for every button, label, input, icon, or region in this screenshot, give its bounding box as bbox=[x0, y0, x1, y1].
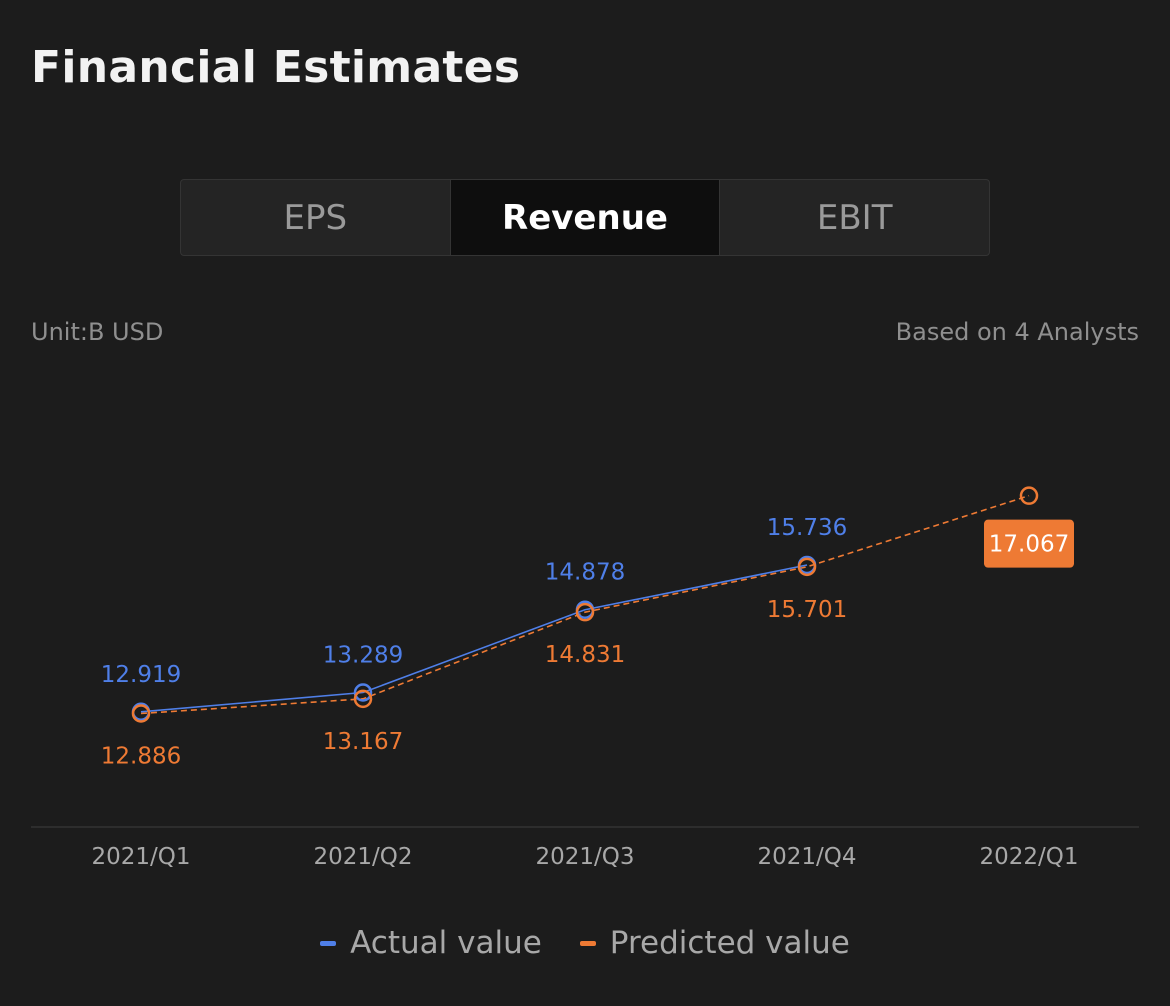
actual-data-label: 15.736 bbox=[767, 515, 847, 541]
predicted-point bbox=[797, 557, 817, 577]
legend-swatch-actual bbox=[320, 940, 337, 946]
legend-item-predicted[interactable]: Predicted value bbox=[579, 925, 850, 961]
predicted-data-label: 13.167 bbox=[323, 729, 403, 755]
legend-label-predicted: Predicted value bbox=[609, 925, 850, 961]
page-title: Financial Estimates bbox=[31, 42, 521, 93]
predicted-data-label: 12.886 bbox=[101, 744, 181, 770]
legend-item-actual[interactable]: Actual value bbox=[320, 925, 542, 961]
tab-eps[interactable]: EPS bbox=[181, 180, 451, 255]
legend-swatch-predicted bbox=[579, 940, 596, 946]
actual-point bbox=[353, 683, 373, 702]
predicted-point bbox=[353, 689, 373, 709]
predicted-series-line bbox=[140, 494, 1030, 715]
unit-label: Unit:B USD bbox=[31, 318, 164, 346]
actual-data-label: 13.289 bbox=[323, 643, 403, 669]
predicted-point bbox=[131, 704, 151, 723]
legend-label-actual: Actual value bbox=[350, 925, 542, 961]
predicted-data-label: 17.067 bbox=[989, 532, 1069, 558]
x-tick-label: 2021/Q3 bbox=[535, 844, 634, 870]
actual-series-line bbox=[140, 564, 808, 713]
x-tick-label: 2021/Q4 bbox=[757, 844, 856, 870]
actual-data-label: 14.878 bbox=[545, 560, 625, 586]
predicted-data-label: 14.831 bbox=[545, 642, 625, 668]
predicted-point bbox=[575, 602, 595, 622]
chart-legend: Actual value Predicted value bbox=[0, 925, 1170, 961]
x-tick-label: 2022/Q1 bbox=[979, 844, 1078, 870]
actual-data-label: 12.919 bbox=[101, 662, 181, 688]
tab-revenue[interactable]: Revenue bbox=[450, 180, 721, 255]
analysts-count-label: Based on 4 Analysts bbox=[895, 318, 1139, 346]
x-tick-label: 2021/Q2 bbox=[313, 844, 412, 870]
highlighted-value-badge bbox=[984, 519, 1074, 568]
tab-ebit[interactable]: EBIT bbox=[816, 197, 893, 238]
metric-tabs: EPS Revenue EBIT bbox=[180, 179, 990, 256]
x-tick-label: 2021/Q1 bbox=[91, 844, 190, 870]
predicted-data-label: 15.701 bbox=[767, 597, 847, 623]
revenue-line-chart: 2021/Q1 2021/Q2 2021/Q3 2021/Q4 2022/Q1 12.91… bbox=[31, 486, 1139, 870]
predicted-point bbox=[1019, 486, 1039, 505]
